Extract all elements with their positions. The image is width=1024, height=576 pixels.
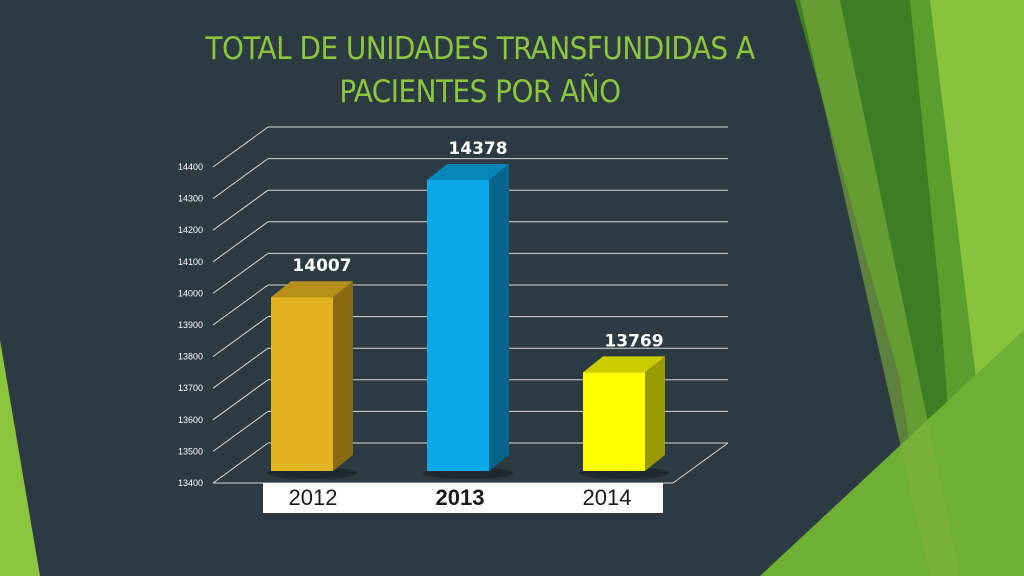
grid-depth-line [212,252,269,294]
data-label-2012: 14007 [292,256,351,276]
y-tick-label: 13500 [178,446,203,456]
grid-depth-line [212,379,269,421]
y-tick-label: 13900 [178,320,203,330]
title-line-2: PACIENTES POR AÑO [339,74,621,110]
page-title: TOTAL DE UNIDADES TRANSFUNDIDAS A PACIEN… [120,28,840,114]
y-tick-label: 14400 [178,162,203,172]
bg-shape-diagonal [800,0,960,576]
bar-side-2013 [489,163,509,471]
grid-depth-line [212,284,269,326]
category-label-2014: 2014 [582,485,632,510]
bar-2012 [271,297,333,471]
bg-shape-bottom [760,330,1024,576]
category-axis-band [263,483,663,513]
bar-top-2014 [583,356,665,373]
bar-side-2012 [333,281,353,471]
y-tick-label: 14100 [178,257,203,267]
category-label-2012: 2012 [288,485,338,510]
data-label-2014: 13769 [604,331,663,351]
y-tick-label: 13700 [178,383,203,393]
title-line-1: TOTAL DE UNIDADES TRANSFUNDIDAS A [205,31,755,67]
grid-depth-line [212,189,269,231]
bar-2014 [583,372,645,471]
bar-top-2013 [427,163,509,180]
data-label-2013: 14378 [448,139,507,159]
floor-edge [672,442,729,484]
y-tick-label: 13800 [178,352,203,362]
bar-top-2012 [271,281,353,298]
grid-depth-line [212,347,269,389]
grid-depth-line [212,410,269,452]
y-tick-label: 14200 [178,225,203,235]
grid-depth-line [212,158,269,200]
grid-depth-line [212,126,269,168]
grid-depth-line [212,442,269,484]
y-tick-label: 14000 [178,288,203,298]
y-tick-label: 13400 [178,478,203,488]
y-tick-label: 14300 [178,194,203,204]
bar-2013 [427,179,489,471]
y-tick-label: 13600 [178,415,203,425]
bar-side-2014 [645,356,665,471]
category-label-2013: 2013 [435,485,485,510]
grid-depth-line [212,221,269,263]
bg-shape-left [0,340,40,576]
grid-depth-line [212,316,269,358]
